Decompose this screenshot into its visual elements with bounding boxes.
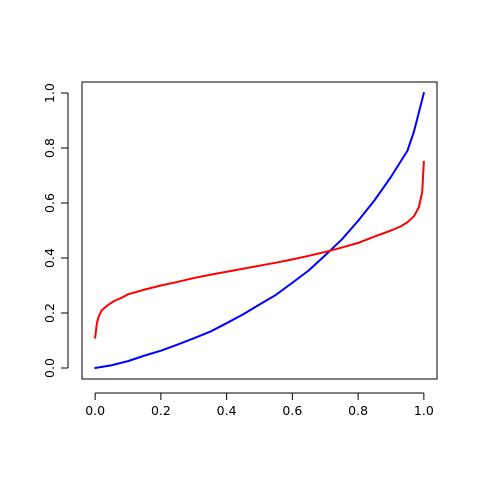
y-tick-label: 0.8 [42, 138, 57, 158]
x-tick-label: 0.4 [217, 403, 237, 418]
plot-frame [81, 81, 438, 380]
x-tick-label: 0.0 [85, 403, 105, 418]
series-line-1 [94, 92, 425, 369]
x-tick-label: 1.0 [414, 403, 434, 418]
y-tick-label: 0.0 [42, 358, 57, 378]
x-tick-label: 0.2 [151, 403, 171, 418]
x-tick-label: 0.6 [282, 403, 302, 418]
y-axis: 0.0 0.2 0.4 0.6 0.8 1.0 [42, 83, 69, 378]
y-tick-label: 0.4 [42, 248, 57, 268]
y-tick-label: 0.6 [42, 193, 57, 213]
x-axis: 0.0 0.2 0.4 0.6 0.8 1.0 [85, 392, 434, 418]
y-tick-label: 1.0 [42, 83, 57, 103]
y-tick-label: 0.2 [42, 303, 57, 323]
x-tick-label: 0.8 [348, 403, 368, 418]
series-layer [94, 92, 425, 369]
series-line-2 [94, 160, 425, 339]
